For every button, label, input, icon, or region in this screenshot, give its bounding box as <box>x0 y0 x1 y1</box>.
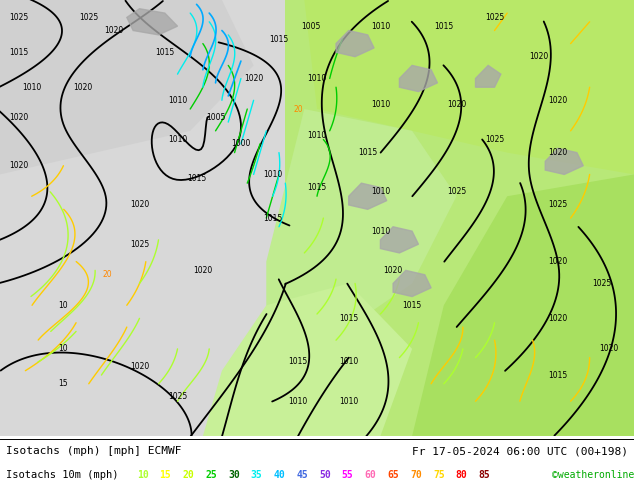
Text: 75: 75 <box>433 470 444 480</box>
Polygon shape <box>0 0 254 174</box>
Text: 35: 35 <box>250 470 262 480</box>
Polygon shape <box>203 283 412 436</box>
Text: 1015: 1015 <box>307 183 327 192</box>
Text: 60: 60 <box>365 470 377 480</box>
Text: 1015: 1015 <box>548 370 567 380</box>
Text: 15: 15 <box>58 379 68 388</box>
Text: 1025: 1025 <box>447 187 466 196</box>
Text: 1020: 1020 <box>548 96 567 105</box>
Text: 1025: 1025 <box>130 240 149 249</box>
Text: 1020: 1020 <box>548 314 567 323</box>
Text: 1015: 1015 <box>403 301 422 310</box>
Text: 1015: 1015 <box>358 148 377 157</box>
Text: 15: 15 <box>160 470 171 480</box>
Text: 1025: 1025 <box>485 135 504 144</box>
Text: 1010: 1010 <box>263 170 282 179</box>
Text: 70: 70 <box>410 470 422 480</box>
Text: 1015: 1015 <box>263 214 282 222</box>
Text: 55: 55 <box>342 470 354 480</box>
Text: 1010: 1010 <box>22 83 41 92</box>
Text: 1015: 1015 <box>288 358 307 367</box>
Polygon shape <box>127 9 178 35</box>
Text: 1015: 1015 <box>155 48 174 57</box>
Text: 1025: 1025 <box>168 392 187 401</box>
Text: 45: 45 <box>296 470 308 480</box>
Text: 25: 25 <box>205 470 217 480</box>
Text: 1010: 1010 <box>307 74 327 83</box>
Polygon shape <box>545 148 583 174</box>
Polygon shape <box>393 270 431 296</box>
Text: 85: 85 <box>479 470 490 480</box>
Text: 40: 40 <box>273 470 285 480</box>
Text: 1000: 1000 <box>231 140 250 148</box>
Text: ©weatheronline.co.uk: ©weatheronline.co.uk <box>552 470 634 480</box>
Text: 1020: 1020 <box>599 344 618 353</box>
Text: 1005: 1005 <box>301 22 320 31</box>
Text: 65: 65 <box>387 470 399 480</box>
Polygon shape <box>336 30 374 57</box>
Text: 1025: 1025 <box>485 13 504 22</box>
Text: 1020: 1020 <box>548 257 567 266</box>
Text: 1025: 1025 <box>10 13 29 22</box>
Text: 1015: 1015 <box>339 314 358 323</box>
Text: 1020: 1020 <box>73 83 92 92</box>
Text: 1020: 1020 <box>244 74 263 83</box>
Text: 1020: 1020 <box>384 266 403 275</box>
Text: 1010: 1010 <box>371 227 390 236</box>
Polygon shape <box>399 66 437 92</box>
Polygon shape <box>412 174 634 436</box>
Text: Fr 17-05-2024 06:00 UTC (00+198): Fr 17-05-2024 06:00 UTC (00+198) <box>411 446 628 456</box>
Text: 1025: 1025 <box>548 200 567 209</box>
Polygon shape <box>304 0 634 174</box>
Text: 1020: 1020 <box>105 26 124 35</box>
Polygon shape <box>380 227 418 253</box>
Text: 30: 30 <box>228 470 240 480</box>
Text: 1020: 1020 <box>130 362 149 371</box>
Text: 50: 50 <box>319 470 331 480</box>
Bar <box>285 0 634 436</box>
Text: 1025: 1025 <box>593 279 612 288</box>
Text: 1010: 1010 <box>168 135 187 144</box>
Text: 1020: 1020 <box>193 266 212 275</box>
Text: 1020: 1020 <box>529 52 548 61</box>
Text: 1010: 1010 <box>168 96 187 105</box>
Text: 1020: 1020 <box>10 113 29 122</box>
Text: 1010: 1010 <box>307 131 327 140</box>
Text: 1015: 1015 <box>10 48 29 57</box>
Text: 1010: 1010 <box>339 358 358 367</box>
Text: 1015: 1015 <box>269 35 288 44</box>
Polygon shape <box>266 109 456 349</box>
Polygon shape <box>476 66 501 87</box>
Text: 1025: 1025 <box>79 13 98 22</box>
Polygon shape <box>0 153 266 415</box>
Text: 1015: 1015 <box>187 174 206 183</box>
Text: 20: 20 <box>103 270 113 279</box>
Text: 1020: 1020 <box>130 200 149 209</box>
Text: 1020: 1020 <box>548 148 567 157</box>
Text: 10: 10 <box>137 470 148 480</box>
Text: 80: 80 <box>456 470 467 480</box>
Bar <box>0 0 285 436</box>
Text: 1010: 1010 <box>371 100 390 109</box>
Text: 1020: 1020 <box>10 161 29 170</box>
Text: 1010: 1010 <box>371 187 390 196</box>
Text: 1010: 1010 <box>339 397 358 406</box>
Text: 1015: 1015 <box>434 22 453 31</box>
Text: 20: 20 <box>183 470 194 480</box>
Polygon shape <box>349 183 387 209</box>
Text: 90: 90 <box>501 470 513 480</box>
Text: 20: 20 <box>293 104 303 114</box>
Text: 1005: 1005 <box>206 113 225 122</box>
Text: 1010: 1010 <box>371 22 390 31</box>
Text: 1020: 1020 <box>447 100 466 109</box>
Text: 1010: 1010 <box>288 397 307 406</box>
Text: 10: 10 <box>58 301 68 310</box>
Text: Isotachs (mph) [mph] ECMWF: Isotachs (mph) [mph] ECMWF <box>6 446 182 456</box>
Text: 10: 10 <box>58 344 68 353</box>
Text: Isotachs 10m (mph): Isotachs 10m (mph) <box>6 470 119 480</box>
